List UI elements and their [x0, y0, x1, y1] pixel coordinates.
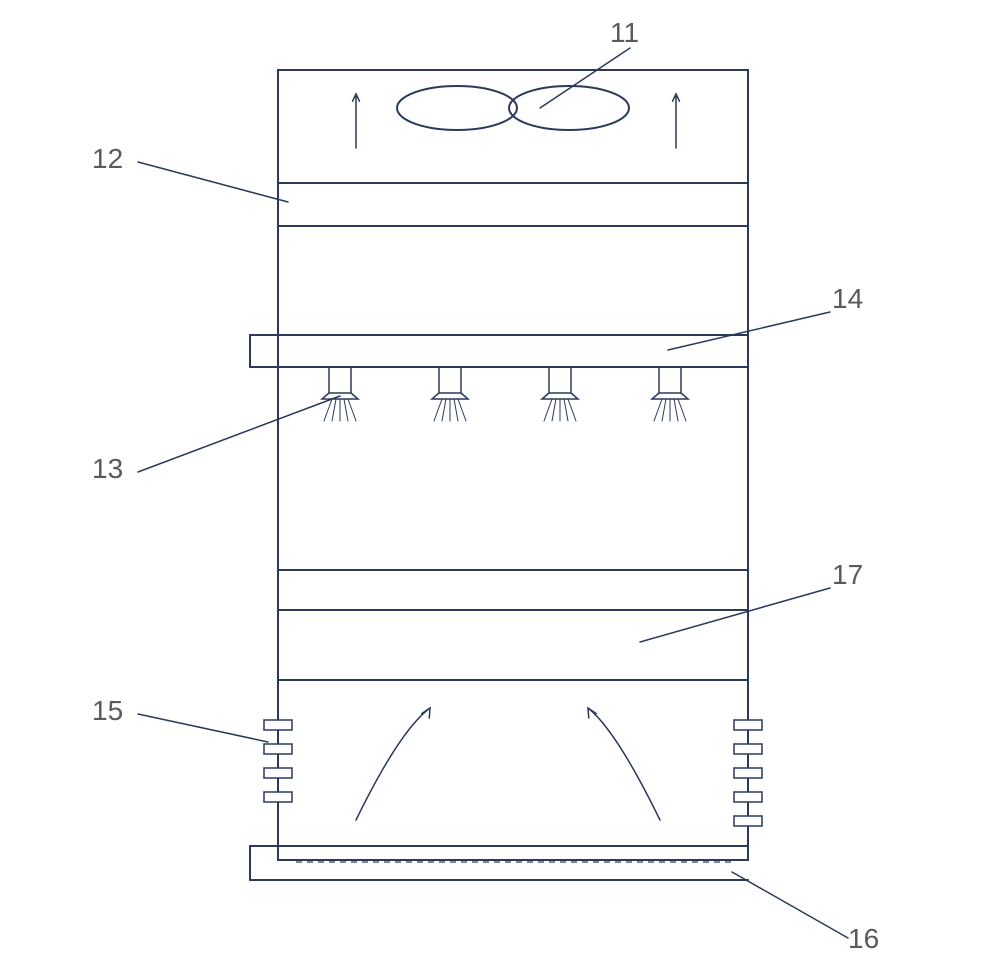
label-14: 14: [832, 283, 863, 314]
inflow-arrow: [356, 708, 430, 820]
label-13: 13: [92, 453, 123, 484]
label-17: 17: [832, 559, 863, 590]
fan-blade-left: [397, 86, 517, 130]
label-15: 15: [92, 695, 123, 726]
label-12: 12: [92, 143, 123, 174]
label-11: 11: [610, 17, 639, 48]
leader-16: [732, 872, 848, 938]
leader-17: [640, 588, 830, 642]
label-16: 16: [848, 923, 879, 954]
fan-blade-right: [509, 86, 629, 130]
leader-11: [540, 48, 630, 108]
leader-13: [138, 396, 340, 472]
inflow-arrow: [588, 708, 660, 820]
schematic-canvas: 11 12 14 13 17 15 16: [0, 0, 1000, 969]
leader-15: [138, 714, 268, 742]
leader-12: [138, 162, 288, 202]
